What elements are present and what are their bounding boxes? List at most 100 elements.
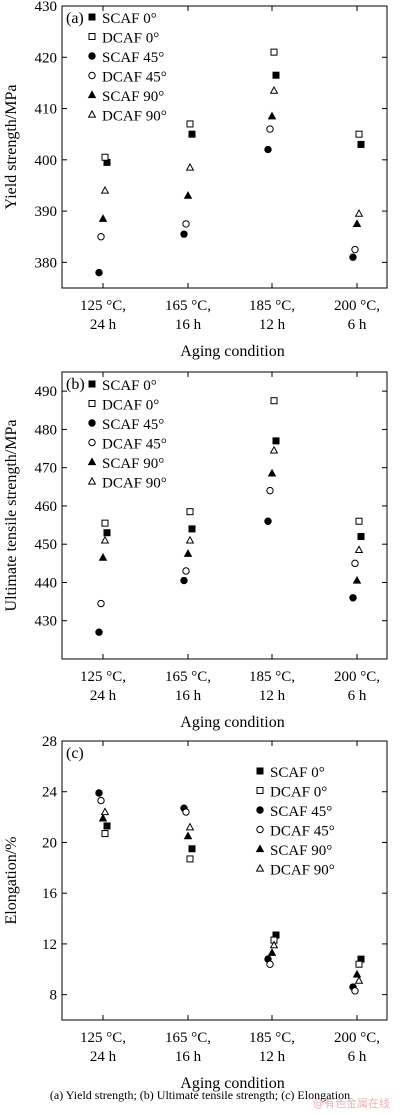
x-tick-label-line: 12 h [259, 688, 286, 704]
x-tick-label-line: 185 °C, [249, 298, 295, 314]
x-tick-label: 165 °C, 16 h [165, 298, 211, 333]
y-tick-label: 430 [35, 0, 58, 15]
legend-label: SCAF 90° [102, 89, 164, 105]
data-point [267, 948, 277, 956]
x-tick-label-line: 24 h [90, 688, 117, 704]
data-point [188, 130, 196, 138]
data-point [354, 976, 364, 984]
x-tick-label: 200 °C, 6 h [334, 669, 380, 704]
data-point [272, 71, 280, 79]
legend-label: DCAF 0° [102, 398, 159, 414]
legend-marker [88, 419, 96, 427]
data-point [186, 120, 194, 128]
x-tick-label-line: 125 °C, [80, 298, 126, 314]
data-point [95, 268, 103, 277]
x-tick-label-line: 6 h [348, 688, 367, 704]
data-point [101, 830, 109, 838]
x-tick-label-line: 12 h [259, 1049, 286, 1065]
data-point [180, 576, 188, 585]
x-axis-title: Aging condition [180, 343, 284, 360]
data-point [264, 145, 272, 154]
data-point [185, 535, 195, 544]
legend-label: SCAF 90° [270, 843, 332, 859]
series-5 [98, 111, 362, 228]
data-point [103, 529, 111, 537]
x-tick-label: 185 °C, 12 h [249, 298, 295, 333]
legend-marker [88, 13, 96, 21]
legend-label: SCAF 0° [102, 378, 157, 394]
y-tick-label: 430 [35, 614, 58, 630]
data-point [188, 845, 196, 853]
data-point [180, 230, 188, 238]
y-tick-label: 12 [42, 937, 57, 953]
y-tick-label: 20 [42, 835, 57, 851]
x-tick-label-line: 24 h [90, 1049, 117, 1065]
x-tick-label-line: 16 h [175, 1049, 202, 1065]
legend-marker [88, 380, 96, 388]
x-tick-label-line: 16 h [175, 317, 202, 333]
chart-panel-1: 380 390 400 410 420 430 125 °C, 24 h 165 °C, 16 h… [3, 0, 388, 360]
data-point [186, 855, 194, 863]
x-tick-label-line: 165 °C, [165, 669, 211, 685]
legend-label: DCAF 45° [102, 437, 167, 453]
data-point [270, 48, 278, 56]
x-tick-label-line: 185 °C, [249, 1030, 295, 1046]
data-point [269, 445, 279, 454]
data-point [269, 940, 279, 949]
x-tick-label-line: 16 h [175, 688, 202, 704]
y-tick-label: 24 [42, 785, 58, 801]
x-tick-label: 165 °C, 16 h [165, 669, 211, 704]
data-point [266, 960, 274, 968]
legend-marker [87, 109, 97, 118]
series-3 [95, 517, 357, 636]
data-point [95, 628, 103, 636]
data-point [95, 789, 103, 797]
series-4 [97, 796, 359, 995]
legend-marker [88, 71, 96, 80]
data-point [103, 822, 111, 830]
data-point [185, 822, 195, 831]
x-tick-label-line: 125 °C, [80, 1030, 126, 1046]
data-point [100, 535, 110, 544]
series-6 [100, 85, 364, 217]
x-tick-label: 125 °C, 24 h [80, 1030, 126, 1065]
y-axis-title: Yield strength/MPa [3, 85, 20, 210]
data-point [182, 220, 190, 228]
legend-label: DCAF 0° [102, 31, 159, 47]
data-point [357, 140, 365, 148]
x-tick-label: 125 °C, 24 h [80, 298, 126, 333]
data-point [185, 162, 195, 171]
legend-label: SCAF 45° [102, 50, 164, 66]
data-point [349, 253, 357, 261]
data-point [355, 517, 363, 525]
data-point [98, 552, 108, 561]
x-tick-label-line: 6 h [348, 1049, 367, 1065]
data-point [97, 796, 105, 805]
data-point [267, 468, 277, 477]
x-tick-label-line: 125 °C, [80, 669, 126, 685]
legend-label: SCAF 45° [270, 804, 332, 820]
data-point [183, 549, 193, 557]
legend-marker [87, 457, 97, 466]
data-point [269, 85, 279, 94]
y-tick-label: 490 [35, 384, 58, 400]
data-point [98, 214, 108, 222]
y-tick-label: 450 [35, 537, 58, 553]
data-point [183, 191, 193, 199]
data-point [267, 111, 277, 120]
series-4 [97, 486, 359, 608]
data-point [100, 185, 110, 194]
data-point [264, 517, 272, 525]
series-6 [100, 445, 364, 554]
x-axis-title: Aging condition [180, 714, 284, 731]
legend-marker [256, 825, 264, 834]
x-tick-label-line: 165 °C, [165, 298, 211, 314]
y-tick-label: 28 [42, 734, 57, 750]
legend-marker [88, 400, 96, 407]
y-tick-label: 380 [35, 255, 58, 271]
data-point [97, 233, 105, 241]
data-point [351, 987, 359, 995]
data-point [270, 397, 278, 405]
data-point [357, 533, 365, 541]
